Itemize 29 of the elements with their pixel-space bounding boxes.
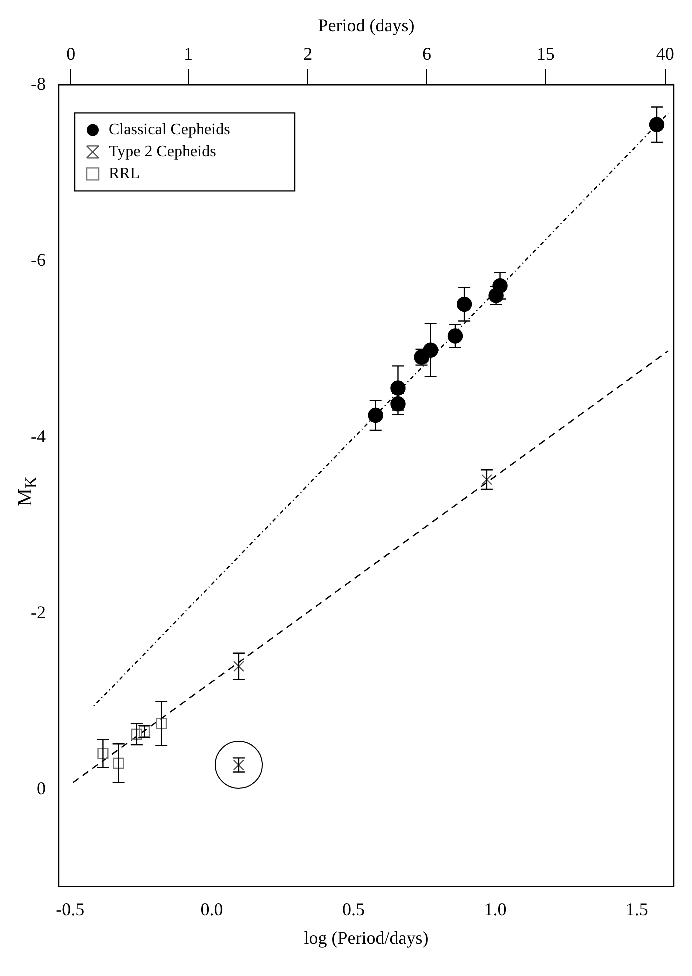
x2-tick-label: 2 [304, 44, 313, 64]
legend-label: Classical Cepheids [108, 121, 230, 138]
x2-axis-title: Period (days) [318, 16, 415, 36]
x-tick-label: 1.5 [626, 899, 648, 920]
point [456, 296, 472, 312]
x-tick-label: 1.0 [484, 899, 507, 920]
x2-tick-label: 15 [536, 44, 555, 64]
y-tick-label: -8 [30, 74, 46, 94]
x2-tick-label: 0 [66, 44, 76, 64]
point [113, 758, 124, 770]
y-tick-label: -4 [30, 426, 46, 446]
legend-label: Type 2 Cepheids [108, 143, 216, 160]
point [156, 718, 168, 730]
point [448, 328, 464, 344]
x-tick-label: -0.5 [56, 899, 85, 920]
x2-tick-label: 6 [422, 44, 432, 64]
point [233, 661, 245, 672]
point [98, 748, 109, 760]
point [131, 728, 142, 740]
point [649, 117, 665, 132]
y-tick-label: -6 [30, 250, 46, 270]
legend-label: RRL [108, 165, 140, 182]
y-tick-label: 0 [36, 778, 46, 799]
x2-tick-label: 40 [656, 44, 674, 64]
y-tick-label: -2 [30, 602, 46, 622]
x-tick-label: 0.5 [342, 899, 365, 920]
x-tick-label: 0.0 [200, 899, 224, 920]
x-axis-title: log (Period/days) [304, 928, 429, 948]
x2-tick-label: 1 [184, 44, 194, 64]
